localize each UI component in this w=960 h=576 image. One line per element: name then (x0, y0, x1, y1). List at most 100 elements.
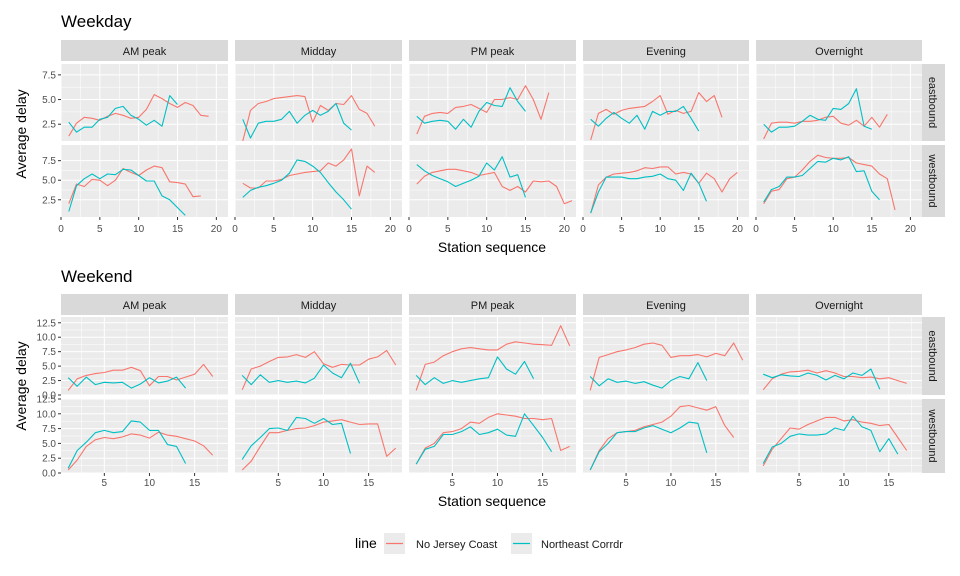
x-tick-label: 5 (619, 224, 625, 235)
panel-weekday-westbound-evening: 0 5 10 15 20 (580, 145, 749, 235)
x-tick-label: 5 (450, 478, 456, 489)
strip-weekday-evening: Evening (646, 46, 686, 58)
panel-weekend-eastbound-am-peak: 0.02.55.07.510.012.5 (37, 317, 228, 402)
x-tick-label: 5 (97, 224, 103, 235)
panel-weekday-westbound-am-peak: 2.5 5.0 7.5 0 5 10 15 20 (42, 145, 228, 235)
strip-weekday-midday: Midday (301, 46, 337, 58)
x-tick-label: 15 (710, 478, 722, 489)
panel-weekend-westbound-evening: 5 10 15 (583, 399, 749, 489)
strip-weekday-overnight: Overnight (815, 46, 863, 58)
x-tick-label: 0 (580, 224, 586, 235)
x-tick-label: 0 (232, 224, 238, 235)
x-tick-label: 5 (623, 478, 629, 489)
strip-weekend-midday: Midday (301, 300, 337, 312)
x-tick-label: 5 (271, 224, 277, 235)
strip-weekend-eastbound: eastbound (926, 330, 938, 381)
x-tick-label: 10 (318, 478, 330, 489)
y-tick-label: 2.5 (42, 120, 56, 131)
panel-background (61, 64, 228, 141)
x-tick-label: 20 (905, 224, 917, 235)
x-tick-label: 15 (346, 224, 358, 235)
y-tick-label: 10.0 (37, 333, 57, 344)
panel-weekend-westbound-pm-peak: 5 10 15 (409, 399, 576, 489)
strip-weekend-am-peak: AM peak (123, 300, 167, 312)
panel-weekend-eastbound-midday (235, 317, 402, 395)
x-tick-label: 20 (732, 224, 744, 235)
panel-weekend-westbound-midday: 5 10 15 (235, 399, 402, 489)
x-tick-label: 10 (828, 224, 840, 235)
legend-title: line (355, 535, 377, 551)
weekend-title: Weekend (61, 267, 133, 286)
panel-background (235, 317, 402, 395)
panel-weekday-eastbound-midday (235, 64, 402, 141)
x-tick-label: 0 (58, 224, 64, 235)
y-tick-label: 5.0 (42, 362, 56, 373)
x-tick-label: 0 (406, 224, 412, 235)
x-tick-label: 10 (492, 478, 504, 489)
y-tick-label: 7.5 (42, 156, 56, 167)
y-tick-label: 2.5 (42, 195, 56, 206)
x-tick-label: 10 (133, 224, 145, 235)
x-tick-label: 15 (537, 478, 549, 489)
panel-weekend-westbound-overnight: 5 10 15 (756, 399, 922, 489)
strip-weekend-overnight: Overnight (815, 300, 863, 312)
x-tick-label: 10 (307, 224, 319, 235)
x-tick-label: 0 (753, 224, 759, 235)
x-tick-label: 15 (693, 224, 705, 235)
x-tick-label: 5 (102, 478, 108, 489)
strip-weekday-am-peak: AM peak (123, 46, 167, 58)
weekday-title: Weekday (61, 12, 132, 31)
panel-background (756, 317, 922, 395)
legend-label-no-jersey-coast: No Jersey Coast (416, 539, 497, 551)
strip-weekday-pm-peak: PM peak (471, 46, 515, 58)
x-tick-label: 15 (866, 224, 878, 235)
weekday-column-strips: AM peak Midday PM peak Evening Overnight (61, 40, 922, 61)
panel-background (235, 145, 402, 217)
panel-background (61, 317, 228, 395)
x-tick-label: 10 (481, 224, 493, 235)
panel-background (409, 145, 576, 217)
panel-background (756, 64, 922, 141)
x-tick-label: 15 (520, 224, 532, 235)
strip-weekday-westbound: westbound (926, 153, 938, 207)
panel-weekday-eastbound-evening (583, 64, 749, 141)
x-tick-label: 10 (665, 478, 677, 489)
panel-background (61, 145, 228, 217)
x-tick-label: 20 (211, 224, 223, 235)
y-tick-label: 7.5 (42, 70, 56, 81)
x-tick-label: 20 (559, 224, 571, 235)
weekend-x-axis-title: Station sequence (438, 493, 546, 509)
x-tick-label: 15 (172, 224, 184, 235)
panel-weekday-westbound-overnight: 0 5 10 15 20 (753, 145, 922, 235)
weekend-column-strips: AM peak Midday PM peak Evening Overnight (61, 294, 922, 315)
panel-background (409, 317, 576, 395)
x-tick-label: 15 (363, 478, 375, 489)
panel-background (583, 145, 749, 217)
panel-weekday-westbound-midday: 0 5 10 15 20 (232, 145, 402, 235)
y-tick-label: 2.5 (42, 454, 56, 465)
weekday-y-axis-title: Average delay (13, 89, 29, 178)
y-tick-label: 10.0 (37, 409, 57, 420)
x-tick-label: 5 (445, 224, 451, 235)
panels-layer: 2.5 5.0 7.5 2.5 5.0 7.5 0 5 10 15 20 0 5 10 15 20 0 5 10 15… (37, 64, 922, 489)
x-tick-label: 15 (189, 478, 201, 489)
weekday-row-strips: eastbound westbound (922, 64, 945, 217)
x-tick-label: 5 (276, 478, 282, 489)
y-tick-label: 2.5 (42, 376, 56, 387)
x-tick-label: 10 (655, 224, 667, 235)
panel-weekday-westbound-pm-peak: 0 5 10 15 20 (406, 145, 576, 235)
strip-weekday-eastbound: eastbound (926, 77, 938, 128)
weekend-row-strips: eastbound westbound (922, 317, 945, 473)
panel-weekday-eastbound-pm-peak (409, 64, 576, 141)
panel-weekday-eastbound-overnight (756, 64, 922, 141)
weekend-y-axis-title: Average delay (13, 341, 29, 430)
panel-weekend-eastbound-pm-peak (409, 317, 576, 395)
y-tick-label: 7.5 (42, 424, 56, 435)
y-tick-label: 5.0 (42, 176, 56, 187)
y-tick-label: 0.0 (42, 469, 56, 480)
legend-label-northeast-corrdr: Northeast Corrdr (541, 539, 623, 551)
y-tick-label: 5.0 (42, 95, 56, 106)
y-tick-label: 5.0 (42, 439, 56, 450)
panel-weekend-westbound-am-peak: 0.02.55.07.510.012.55 10 15 (37, 395, 228, 490)
weekday-x-axis-title: Station sequence (438, 239, 546, 255)
